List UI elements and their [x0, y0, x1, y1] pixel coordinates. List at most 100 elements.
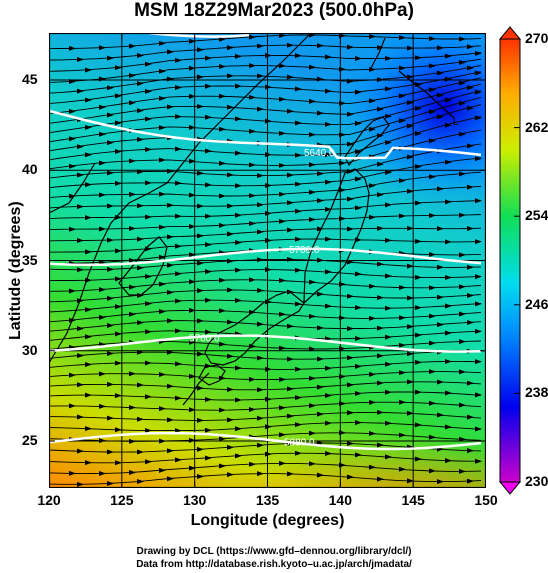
- wind-arrow: [445, 159, 452, 165]
- wind-arrow: [175, 243, 182, 249]
- wind-arrow: [137, 169, 144, 175]
- wind-arrow: [429, 87, 436, 93]
- wind-arrow: [385, 273, 392, 279]
- streamline: [49, 309, 482, 323]
- wind-arrow: [459, 212, 466, 218]
- wind-arrow: [189, 407, 196, 413]
- wind-arrow: [279, 63, 286, 69]
- y-tick-label: 40: [22, 161, 38, 178]
- wind-arrow: [437, 379, 444, 385]
- wind-arrow: [407, 379, 414, 385]
- wind-arrow: [317, 110, 324, 116]
- wind-arrow: [197, 170, 204, 176]
- wind-arrow: [325, 451, 332, 457]
- wind-arrow: [257, 288, 264, 294]
- wind-arrow: [249, 63, 256, 69]
- wind-arrow: [445, 358, 452, 364]
- y-tick-label: 30: [22, 341, 38, 358]
- wind-arrow: [129, 284, 136, 290]
- wind-arrow: [467, 414, 474, 420]
- wind-arrow: [415, 200, 422, 206]
- colorbar-bottom-arrow: [498, 481, 522, 495]
- wind-arrow: [475, 458, 482, 464]
- wind-arrow: [167, 76, 174, 82]
- wind-arrow: [107, 295, 114, 301]
- wind-arrow: [369, 430, 376, 436]
- wind-arrow: [205, 182, 212, 188]
- wind-arrow: [257, 229, 264, 235]
- axis-ticks: [49, 33, 486, 488]
- wind-arrow: [467, 264, 474, 270]
- wind-arrow: [309, 430, 316, 436]
- wind-arrow: [129, 257, 136, 263]
- wind-arrow: [167, 262, 174, 268]
- wind-arrow: [77, 238, 84, 244]
- streamline: [49, 77, 482, 115]
- wind-arrow: [197, 417, 204, 423]
- wind-arrow: [227, 104, 234, 110]
- height-contours: [49, 33, 482, 451]
- wind-arrow: [107, 203, 114, 209]
- wind-arrow: [159, 254, 166, 260]
- wind-arrow: [347, 410, 354, 416]
- wind-arrow: [249, 461, 256, 467]
- wind-arrow: [145, 360, 152, 366]
- wind-arrow: [355, 391, 362, 397]
- wind-arrow: [377, 380, 384, 386]
- wind-arrow: [85, 124, 92, 130]
- wind-arrow: [197, 351, 204, 357]
- wind-arrow: [385, 420, 392, 426]
- wind-arrow: [107, 322, 114, 328]
- wind-arrow: [355, 271, 362, 277]
- wind-arrow: [279, 460, 286, 466]
- wind-arrow: [445, 275, 452, 281]
- wind-arrow: [197, 446, 204, 452]
- wind-arrow: [99, 104, 106, 110]
- x-axis-title: Longitude (degrees): [190, 512, 345, 529]
- wind-arrow: [339, 401, 346, 407]
- x-tick-label: 140: [328, 492, 352, 508]
- streamline: [49, 58, 482, 83]
- wind-arrow: [415, 389, 422, 395]
- streamline: [49, 171, 482, 199]
- wind-arrow: [279, 311, 286, 317]
- wind-arrow: [219, 36, 226, 42]
- wind-arrow: [145, 301, 152, 307]
- wind-arrow: [369, 66, 376, 72]
- wind-arrow: [205, 427, 212, 433]
- wind-arrow: [369, 464, 376, 470]
- wind-arrow: [347, 293, 354, 299]
- wind-arrow: [429, 174, 436, 180]
- wind-arrow: [77, 448, 84, 454]
- wind-arrow: [467, 143, 474, 149]
- wind-arrow: [77, 172, 84, 178]
- wind-arrow: [369, 126, 376, 132]
- wind-arrow: [99, 45, 106, 51]
- streamline: [49, 462, 482, 475]
- wind-arrow: [189, 339, 196, 345]
- wind-arrow: [295, 152, 302, 158]
- contour-label: 5760.0: [189, 334, 220, 345]
- wind-arrow: [159, 281, 166, 287]
- wind-arrow: [189, 279, 196, 285]
- wind-arrow: [145, 146, 152, 152]
- wind-arrow: [235, 116, 242, 122]
- wind-arrow: [257, 415, 264, 421]
- contour-label: 5640.0: [304, 148, 335, 159]
- wind-arrow: [99, 471, 106, 477]
- wind-arrow: [295, 53, 302, 59]
- wind-arrow: [159, 68, 166, 74]
- contour-line: [49, 431, 482, 451]
- wind-arrow: [205, 83, 212, 89]
- colorbar-gradient: [499, 38, 521, 483]
- wind-arrow: [265, 210, 272, 216]
- wind-arrow: [407, 410, 414, 416]
- colorbar-ticks: [514, 38, 520, 483]
- wind-arrow: [107, 415, 114, 421]
- wind-arrow: [227, 287, 234, 293]
- wind-arrow: [295, 450, 302, 456]
- wind-arrow: [175, 428, 182, 434]
- wind-arrow: [279, 218, 286, 224]
- wind-arrow: [115, 120, 122, 126]
- wind-arrow: [287, 172, 294, 178]
